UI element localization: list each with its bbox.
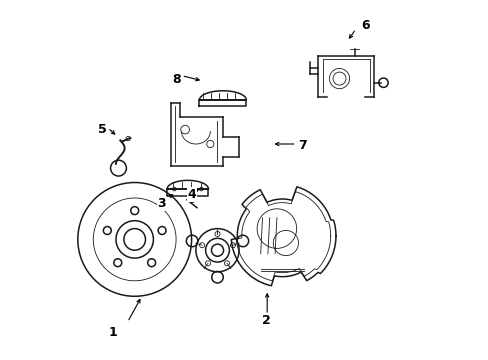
Text: 5: 5 — [98, 123, 106, 136]
Text: 2: 2 — [261, 314, 270, 327]
Text: 6: 6 — [360, 19, 368, 32]
Text: 4: 4 — [187, 188, 196, 201]
Text: 8: 8 — [171, 73, 180, 86]
Text: 3: 3 — [157, 197, 165, 210]
Text: 7: 7 — [297, 139, 306, 152]
Text: 1: 1 — [108, 327, 117, 339]
